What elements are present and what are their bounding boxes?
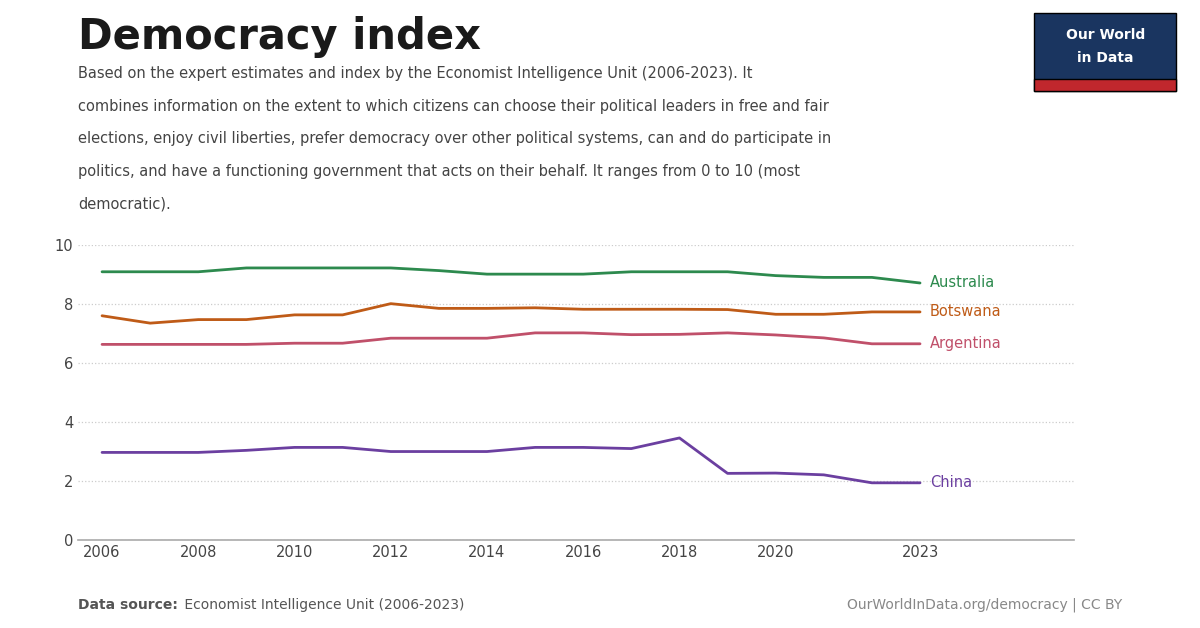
FancyBboxPatch shape (1034, 78, 1176, 91)
Text: elections, enjoy civil liberties, prefer democracy over other political systems,: elections, enjoy civil liberties, prefer… (78, 131, 832, 146)
Text: Data source:: Data source: (78, 598, 178, 612)
Text: Our World: Our World (1066, 28, 1145, 41)
Text: politics, and have a functioning government that acts on their behalf. It ranges: politics, and have a functioning governm… (78, 164, 800, 179)
Text: OurWorldInData.org/democracy | CC BY: OurWorldInData.org/democracy | CC BY (847, 598, 1122, 612)
Text: Argentina: Argentina (930, 337, 1002, 351)
Text: Australia: Australia (930, 276, 995, 291)
Text: combines information on the extent to which citizens can choose their political : combines information on the extent to wh… (78, 99, 829, 114)
Text: democratic).: democratic). (78, 197, 170, 212)
Text: China: China (930, 475, 972, 490)
Text: Botswana: Botswana (930, 305, 1001, 320)
Text: Economist Intelligence Unit (2006-2023): Economist Intelligence Unit (2006-2023) (180, 598, 464, 612)
Text: Democracy index: Democracy index (78, 16, 481, 58)
FancyBboxPatch shape (1034, 13, 1176, 91)
Text: Based on the expert estimates and index by the Economist Intelligence Unit (2006: Based on the expert estimates and index … (78, 66, 752, 81)
Text: in Data: in Data (1076, 51, 1134, 65)
